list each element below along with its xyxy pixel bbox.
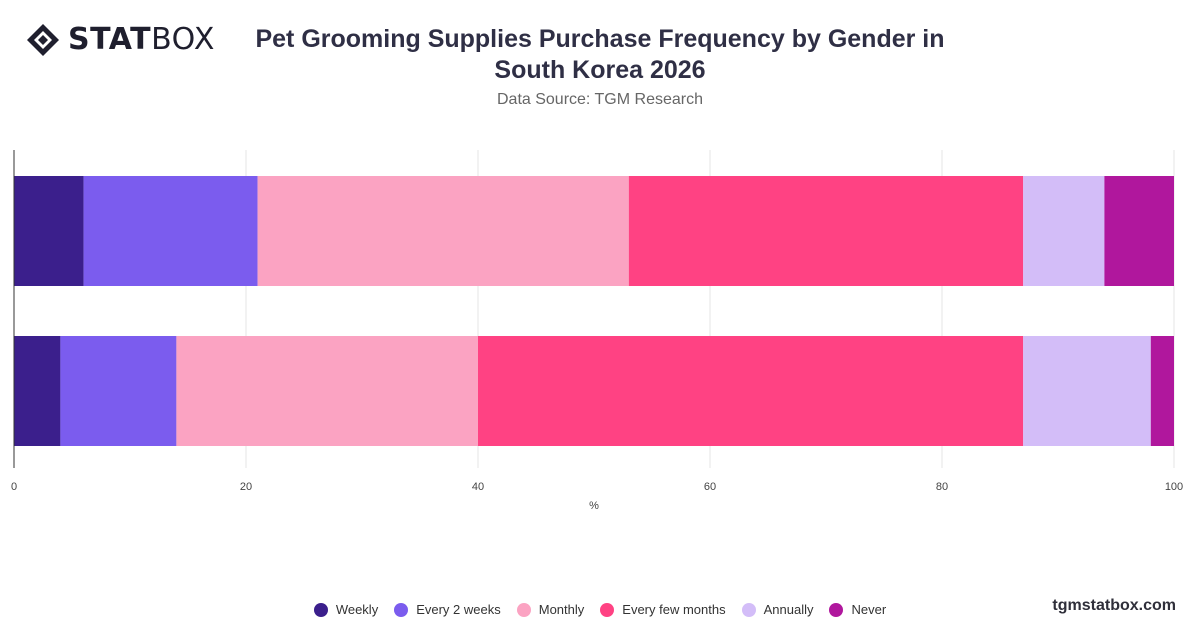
legend-label: Every 2 weeks <box>416 602 501 617</box>
x-tick-label: 40 <box>472 481 484 493</box>
logo-wordmark: STATBOX <box>68 22 215 58</box>
diamond-logo-icon <box>27 24 59 56</box>
bar-segment-every-2-weeks <box>83 176 258 286</box>
legend-swatch <box>394 602 409 617</box>
bar-segment-every-few-months <box>478 336 1024 446</box>
legend-item[interactable]: Every 2 weeks <box>394 602 501 617</box>
x-axis-label: % <box>589 500 599 512</box>
statbox-logo: STATBOX <box>26 22 215 58</box>
legend-swatch <box>741 602 756 617</box>
bar-segment-never <box>1150 336 1174 446</box>
bar-segment-weekly <box>14 336 61 446</box>
legend-item[interactable]: Weekly <box>313 602 379 617</box>
legend-label: Annually <box>763 602 814 617</box>
x-tick-label: 20 <box>240 481 252 493</box>
legend-swatch <box>516 602 531 617</box>
legend-item[interactable]: Never <box>829 602 886 617</box>
legend-label: Monthly <box>538 602 585 617</box>
bar-segment-every-few-months <box>628 176 1024 286</box>
bar-segment-annually <box>1023 176 1105 286</box>
bar-segment-every-2-weeks <box>60 336 177 446</box>
x-tick-label: 100 <box>1165 481 1183 493</box>
x-tick-label: 80 <box>936 481 948 493</box>
bar-segment-annually <box>1023 336 1151 446</box>
logo-text-light: BOX <box>151 22 215 57</box>
legend-label: Every few months <box>622 602 726 617</box>
legend-swatch <box>313 602 328 617</box>
chart-legend: Weekly Every 2 weeks Monthly Every few mont… <box>0 602 1200 617</box>
logo-text-bold: STAT <box>68 22 152 57</box>
site-url[interactable]: tgmstatbox.com <box>1052 597 1176 614</box>
legend-label: Never <box>851 602 887 617</box>
legend-swatch <box>829 602 844 617</box>
x-tick-label: 0 <box>11 481 17 493</box>
legend-item[interactable]: Every few months <box>600 602 726 617</box>
bar-segment-monthly <box>257 176 629 286</box>
legend-label: Weekly <box>335 602 379 617</box>
legend-swatch <box>600 602 615 617</box>
chart-title: Pet Grooming Supplies Purchase Frequency… <box>255 25 945 84</box>
x-tick-label: 60 <box>704 481 716 493</box>
bar-segment-never <box>1104 176 1174 286</box>
chart-subtitle: Data Source: TGM Research <box>496 91 703 108</box>
bar-segment-monthly <box>176 336 478 446</box>
legend-item[interactable]: Monthly <box>516 602 585 617</box>
legend-item[interactable]: Annually <box>741 602 814 617</box>
bar-segment-weekly <box>14 176 84 286</box>
